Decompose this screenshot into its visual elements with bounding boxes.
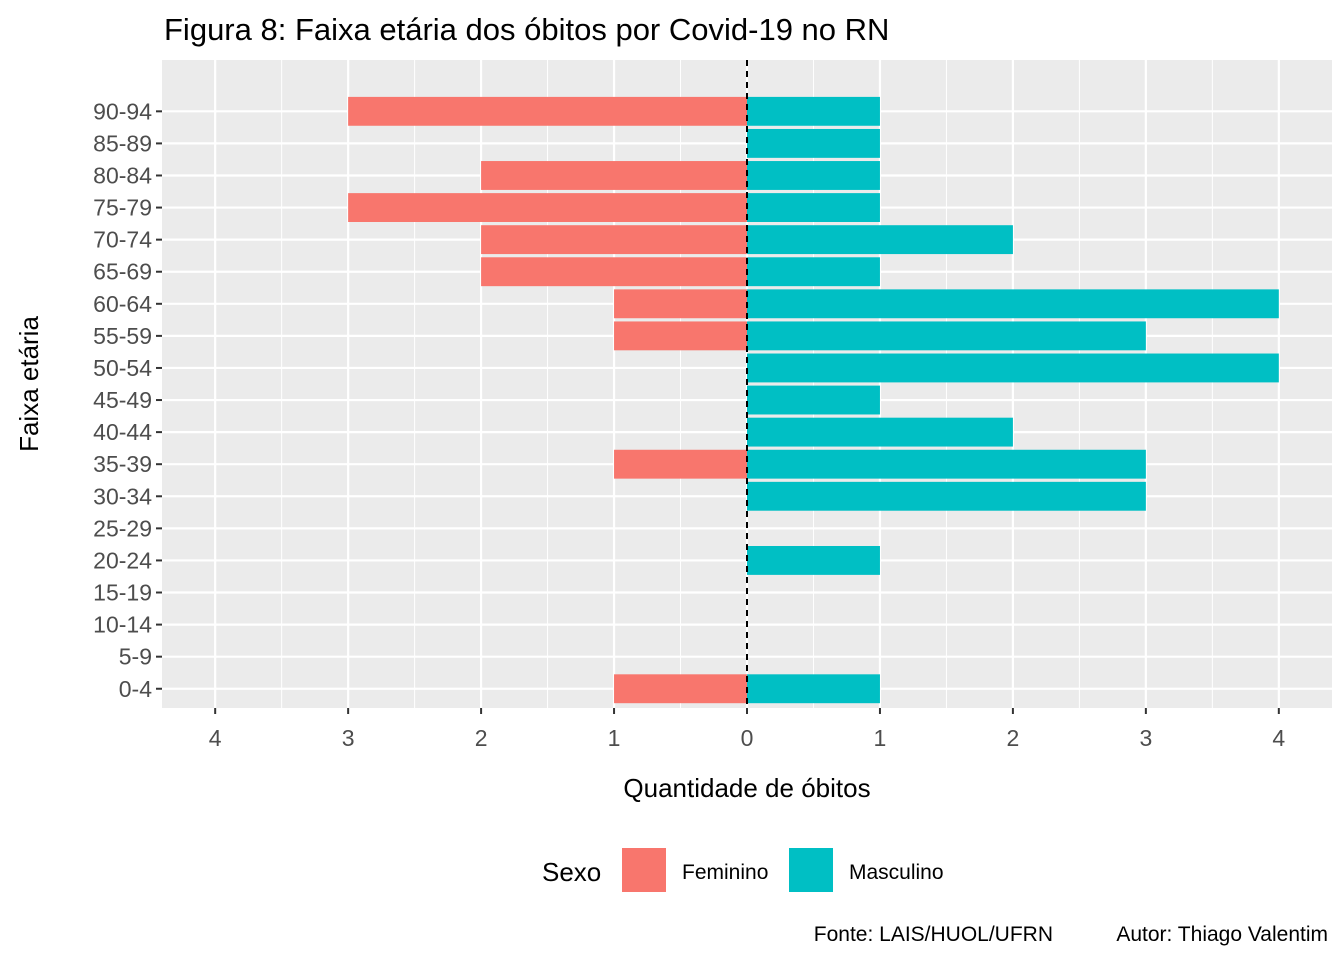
legend-label-masculino: Masculino (849, 861, 944, 884)
x-tick-label: 1 (874, 725, 887, 751)
bar-feminino-70-74 (481, 225, 747, 255)
x-axis-title: Quantidade de óbitos (623, 773, 870, 803)
x-axis: 4 3 2 1 0 1 2 3 4 (209, 708, 1285, 751)
bar-masculino-40-44 (747, 417, 1013, 447)
y-tick-label: 10-14 (93, 612, 152, 638)
bar-feminino-35-39 (614, 449, 747, 479)
bar-feminino-90-94 (348, 96, 747, 126)
y-tick-label: 5-9 (119, 644, 152, 670)
y-tick-label: 25-29 (93, 515, 152, 541)
bar-masculino-75-79 (747, 193, 880, 222)
bar-masculino-70-74 (747, 225, 1013, 255)
x-tick-label: 4 (1272, 725, 1285, 751)
bar-masculino-50-54 (747, 353, 1279, 383)
chart-title: Figura 8: Faixa etária dos óbitos por Co… (164, 12, 889, 47)
caption-author: Autor: Thiago Valentim (1116, 923, 1328, 946)
bar-masculino-20-24 (747, 546, 880, 575)
bar-masculino-0-4 (747, 674, 880, 704)
y-tick-label: 30-34 (93, 483, 152, 509)
y-axis-title: Faixa etária (14, 316, 44, 452)
x-tick-label: 0 (741, 725, 754, 751)
bar-masculino-85-89 (747, 128, 880, 158)
bar-masculino-90-94 (747, 96, 880, 126)
bar-feminino-60-64 (614, 289, 747, 319)
x-tick-label: 2 (475, 725, 488, 751)
x-tick-label: 3 (1139, 725, 1152, 751)
bar-masculino-55-59 (747, 321, 1146, 351)
y-tick-label: 60-64 (93, 291, 152, 317)
bar-feminino-75-79 (348, 193, 747, 222)
x-tick-label: 1 (608, 725, 621, 751)
legend: Sexo Feminino Masculino (542, 848, 944, 892)
bar-masculino-65-69 (747, 257, 880, 287)
y-tick-label: 20-24 (93, 547, 152, 573)
bar-feminino-0-4 (614, 674, 747, 704)
bar-masculino-35-39 (747, 449, 1146, 479)
legend-swatch-masculino (789, 848, 833, 892)
x-tick-label: 2 (1007, 725, 1020, 751)
y-tick-label: 65-69 (93, 259, 152, 285)
y-tick-label: 0-4 (119, 676, 152, 702)
bar-feminino-65-69 (481, 257, 747, 287)
y-tick-label: 70-74 (93, 227, 152, 253)
bar-masculino-30-34 (747, 481, 1146, 511)
y-tick-label: 40-44 (93, 419, 152, 445)
bar-masculino-80-84 (747, 161, 880, 190)
y-tick-label: 90-94 (93, 98, 152, 124)
y-tick-label: 50-54 (93, 355, 152, 381)
y-axis: 0-4 5-9 10-14 15-19 20-24 25-29 30-34 35-39 40-4… (93, 98, 162, 702)
y-tick-label: 75-79 (93, 195, 152, 221)
y-tick-label: 85-89 (93, 130, 152, 156)
x-tick-label: 3 (342, 725, 355, 751)
y-tick-label: 35-39 (93, 451, 152, 477)
legend-swatch-feminino (622, 848, 666, 892)
y-tick-label: 15-19 (93, 580, 152, 606)
bars (348, 96, 1279, 704)
bar-masculino-60-64 (747, 289, 1279, 319)
y-tick-label: 45-49 (93, 387, 152, 413)
caption-source: Fonte: LAIS/HUOL/UFRN (814, 923, 1053, 946)
y-tick-label: 55-59 (93, 323, 152, 349)
y-tick-label: 80-84 (93, 162, 152, 188)
legend-label-feminino: Feminino (682, 861, 768, 884)
x-tick-label: 4 (209, 725, 222, 751)
bar-feminino-55-59 (614, 321, 747, 351)
bar-feminino-80-84 (481, 161, 747, 190)
bar-masculino-45-49 (747, 385, 880, 415)
legend-title: Sexo (542, 857, 601, 887)
